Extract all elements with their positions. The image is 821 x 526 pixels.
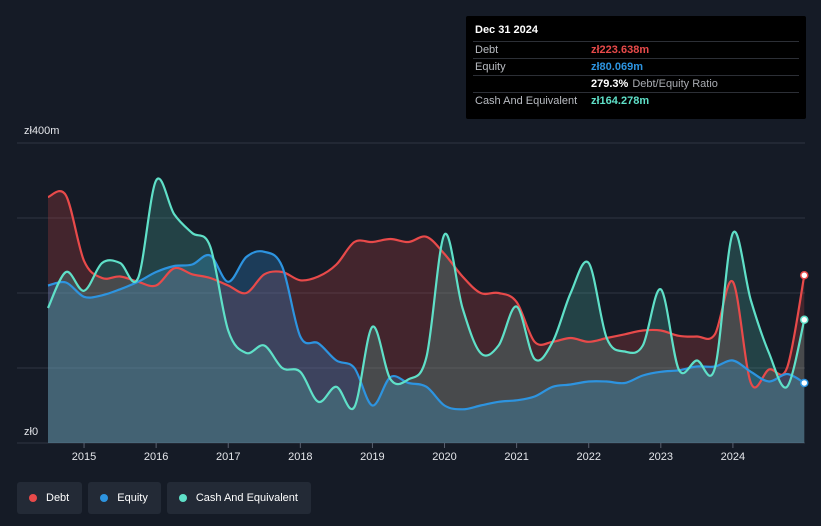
tooltip-label: Equity (475, 61, 506, 73)
area-debt (48, 191, 805, 443)
tooltip-row-ratio: 279.3% Debt/Equity Ratio (473, 75, 799, 93)
tooltip: Dec 31 2024 Debt zł223.638m Equity zł80.… (466, 16, 806, 119)
end-marker-cash (800, 315, 809, 325)
x-tick-label: 2023 (649, 451, 673, 463)
x-tick-label: 2015 (72, 451, 96, 463)
ratio-note: Debt/Equity Ratio (632, 78, 718, 90)
legend-dot-debt (29, 494, 37, 502)
y-axis: zł400m zł0 (24, 125, 59, 438)
x-tick-label: 2016 (144, 451, 168, 463)
tooltip-value: zł80.069m (591, 61, 643, 73)
tooltip-date: Dec 31 2024 (475, 24, 538, 36)
tooltip-value: zł223.638m (591, 44, 650, 56)
area-cash (48, 178, 805, 443)
area-equity (48, 251, 805, 443)
x-axis: 2015 2016 2017 2018 2019 2020 2021 2022 2023 2024 (72, 443, 745, 463)
legend-item-debt[interactable]: Debt (17, 482, 83, 514)
chart-lines (47, 177, 806, 411)
legend-label: Debt (46, 492, 70, 504)
tooltip-label: Debt (475, 44, 499, 56)
ratio-value: 279.3% (591, 78, 629, 90)
tooltip-row-cash: Cash And Equivalent zł164.278m (473, 92, 799, 110)
line-cash (47, 177, 806, 411)
x-tick-label: 2019 (360, 451, 384, 463)
legend-dot-cash (178, 494, 187, 502)
y-tick-label: zł0 (24, 426, 38, 438)
x-tick-label: 2021 (504, 451, 528, 463)
chart-areas (48, 178, 805, 443)
legend-label: Cash And Equivalent (195, 492, 298, 504)
line-debt (47, 190, 806, 389)
x-tick-label: 2024 (721, 451, 745, 463)
tooltip-row-debt: Debt zł223.638m (473, 41, 799, 59)
x-tick-label: 2020 (432, 451, 456, 463)
tooltip-label: Cash And Equivalent (475, 95, 578, 107)
end-marker-equity (800, 378, 809, 388)
tooltip-value: 279.3% Debt/Equity Ratio (591, 78, 718, 90)
end-markers (800, 271, 809, 388)
tooltip-value: zł164.278m (591, 95, 650, 107)
x-tick-label: 2017 (216, 451, 240, 463)
end-marker-debt (800, 271, 809, 280)
legend-dot-equity (100, 494, 109, 502)
y-tick-label: zł400m (24, 125, 59, 137)
legend: Debt Equity Cash And Equivalent (17, 482, 311, 514)
legend-label: Equity (117, 492, 148, 504)
legend-item-cash[interactable]: Cash And Equivalent (166, 482, 311, 514)
x-tick-label: 2018 (288, 451, 312, 463)
legend-item-equity[interactable]: Equity (88, 482, 161, 514)
x-tick-label: 2022 (576, 451, 600, 463)
tooltip-row-equity: Equity zł80.069m (473, 58, 799, 76)
